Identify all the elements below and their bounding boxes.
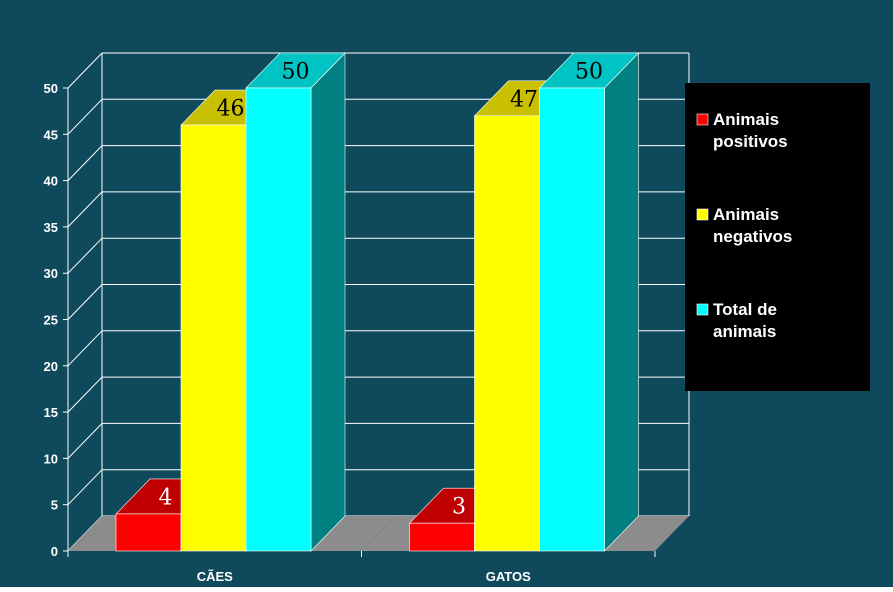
- y-tick-label: 35: [44, 220, 58, 235]
- gridline-side: [67, 191, 103, 228]
- legend: Animais positivos Animais negativos Total de…: [685, 83, 870, 391]
- bar: [539, 87, 605, 552]
- bar: [115, 513, 182, 552]
- data-label: 3: [452, 495, 466, 520]
- gridline-side: [67, 52, 103, 89]
- legend-box: [685, 83, 870, 391]
- gridline-side: [67, 145, 103, 181]
- legend-swatch: [696, 208, 709, 221]
- y-tick-label: 30: [44, 266, 58, 281]
- data-label: 46: [217, 97, 245, 122]
- data-label: 50: [575, 60, 603, 85]
- y-tick-label: 40: [44, 174, 58, 189]
- bar: [180, 124, 247, 552]
- gridline-side: [67, 284, 103, 320]
- legend-label: Animais positivos: [713, 110, 788, 151]
- bar: [245, 87, 312, 552]
- y-tick-label: 50: [44, 81, 58, 96]
- legend-swatch: [696, 303, 709, 316]
- data-label: 50: [282, 60, 310, 85]
- legend-label: Total de animais: [713, 300, 777, 341]
- x-category-label: CÃES: [197, 569, 233, 584]
- x-axis-categories: CÃES GATOS: [67, 551, 656, 584]
- gridline-side: [67, 469, 103, 506]
- gridline-side: [67, 330, 103, 367]
- gridline-side: [67, 237, 103, 274]
- bar: [474, 115, 540, 552]
- y-tick-label: 10: [44, 451, 58, 466]
- legend-label: Animais negativos: [713, 205, 792, 246]
- bar-side: [604, 52, 639, 552]
- gridline-side: [67, 376, 103, 413]
- bars: 4 46 50 3 47 50: [115, 52, 640, 552]
- gridline-side: [67, 423, 103, 459]
- data-label: 4: [159, 485, 173, 510]
- y-tick-label: 5: [51, 498, 58, 513]
- y-tick-label: 25: [44, 313, 58, 328]
- y-tick-label: 20: [44, 359, 58, 374]
- x-category-label: GATOS: [486, 569, 531, 584]
- bar: [409, 522, 475, 552]
- y-tick-label: 15: [44, 405, 58, 420]
- y-tick-label: 45: [44, 127, 58, 142]
- legend-swatch: [696, 113, 709, 126]
- gridline-side: [67, 98, 103, 135]
- data-label: 47: [510, 87, 538, 112]
- bar-side: [310, 52, 346, 552]
- y-tick-label: 0: [51, 544, 58, 559]
- y-axis-ticks: 0 5 10 15 20 25 30 35 40 45 50: [44, 81, 68, 559]
